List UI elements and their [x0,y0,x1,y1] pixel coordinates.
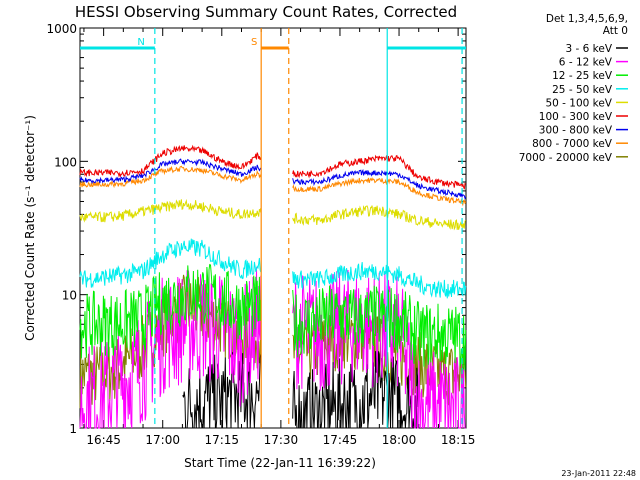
plot-frame [79,27,467,429]
x-tick-label: 17:00 [145,433,180,447]
legend-entry: 25 - 50 keV [552,84,613,96]
timestamp: 23-Jan-2011 22:48 [561,469,636,478]
series-line [79,263,467,371]
x-tick-label: 17:15 [204,433,239,447]
y-tick-label: 1000 [46,22,77,36]
y-tick-label: 100 [54,155,77,169]
series-line [79,238,467,299]
flag-label: S [251,37,257,48]
x-tick-label: 18:15 [441,433,476,447]
series-line [79,158,467,200]
x-tick-label: 17:45 [323,433,358,447]
x-tick-label: 17:30 [264,433,299,447]
flag-label: N [137,37,144,48]
legend-title: Det 1,3,4,5,6,9, [546,13,628,25]
legend-entry: 100 - 300 keV [539,111,613,123]
legend-entry: 3 - 6 keV [565,43,612,55]
chart-title: HESSI Observing Summary Count Rates, Cor… [75,3,457,21]
x-tick-label: 18:00 [382,433,417,447]
series-line [79,165,467,207]
legend-entry: 50 - 100 keV [545,97,612,109]
legend-entry: 300 - 800 keV [539,125,613,137]
y-tick-label: 10 [62,289,77,303]
series-line [182,349,419,429]
series-line [79,198,467,231]
x-axis-label: Start Time (22-Jan-11 16:39:22) [184,456,376,470]
legend-entry: 6 - 12 keV [559,57,613,69]
legend-entry: 800 - 7000 keV [532,138,613,150]
series-line [79,267,466,430]
legend-entry: 12 - 25 keV [552,70,613,82]
y-axis-label: Corrected Count Rate (s⁻¹ detector⁻¹) [23,115,37,341]
legend-title: Att 0 [603,25,628,37]
legend-entry: 7000 - 20000 keV [519,152,613,164]
x-tick-label: 16:45 [86,433,121,447]
y-tick-label: 1 [69,422,77,436]
series-line [79,144,467,190]
